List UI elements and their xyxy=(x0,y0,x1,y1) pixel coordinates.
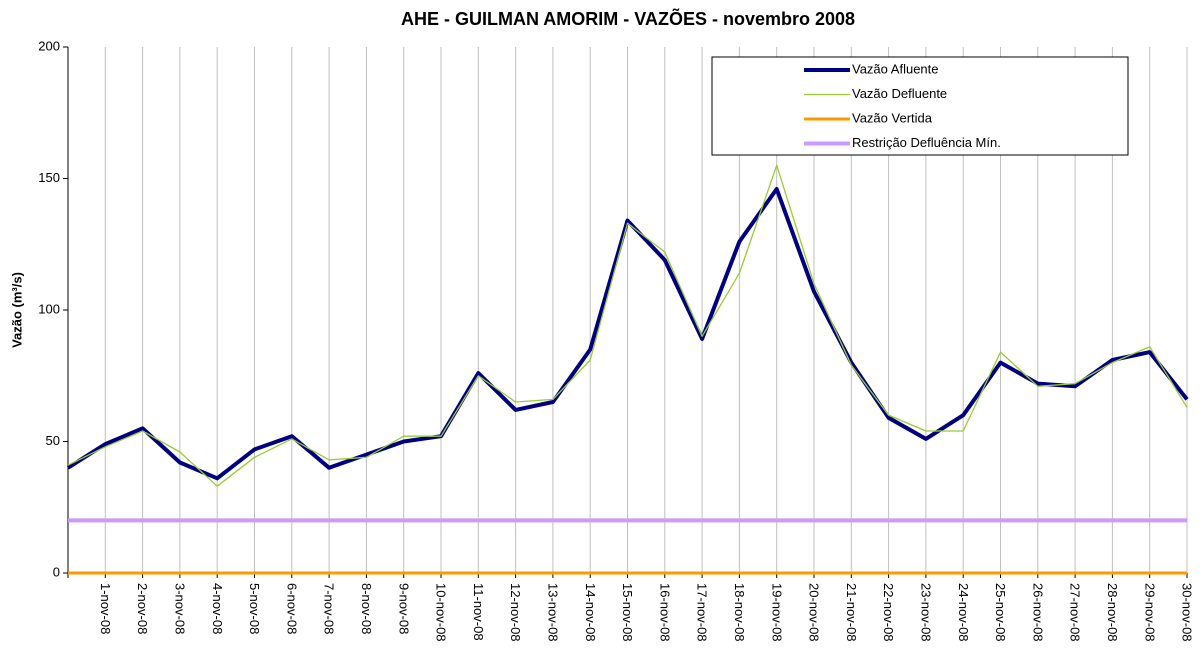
x-tick-label: 4-nov-08 xyxy=(210,583,225,634)
x-tick-label: 2-nov-08 xyxy=(135,583,150,634)
x-tick-label: 15-nov-08 xyxy=(620,583,635,642)
legend-label: Vazão Vertida xyxy=(852,110,933,125)
y-tick-label: 150 xyxy=(38,170,60,185)
x-tick-label: 23-nov-08 xyxy=(918,583,933,642)
x-tick-label: 27-nov-08 xyxy=(1068,583,1083,642)
x-tick-label: 30-nov-08 xyxy=(1180,583,1195,642)
series-line xyxy=(66,187,1189,481)
x-tick-label: 5-nov-08 xyxy=(247,583,262,634)
legend-label: Restrição Defluência Mín. xyxy=(852,135,1001,150)
legend: Vazão Afluente Vazão Defluente Vazão Verti… xyxy=(711,56,1129,156)
x-tick-label: 7-nov-08 xyxy=(322,583,337,634)
x-tick-label: 17-nov-08 xyxy=(695,583,710,642)
y-tick-label: 0 xyxy=(53,564,60,579)
x-tick-label: 1-nov-08 xyxy=(98,583,113,634)
x-tick-label: 28-nov-08 xyxy=(1105,583,1120,642)
x-tick-label: 18-nov-08 xyxy=(732,583,747,642)
y-tick-label: 50 xyxy=(46,433,60,448)
x-tick-label: 11-nov-08 xyxy=(471,583,486,641)
chart-title: AHE - GUILMAN AMORIM - VAZÕES - novembro… xyxy=(401,8,855,29)
x-tick-label: 20-nov-08 xyxy=(807,583,822,642)
x-tick-label: 14-nov-08 xyxy=(583,583,598,642)
x-tick-label: 19-nov-08 xyxy=(769,583,784,642)
legend-box xyxy=(711,56,1129,156)
series-line xyxy=(67,164,1188,487)
x-tick-label: 22-nov-08 xyxy=(881,583,896,642)
x-tick-label: 26-nov-08 xyxy=(1030,583,1045,642)
x-tick-label: 24-nov-08 xyxy=(956,583,971,642)
x-tick-label: 9-nov-08 xyxy=(396,583,411,634)
x-tick-label: 3-nov-08 xyxy=(172,583,187,634)
x-tick-label: 10-nov-08 xyxy=(434,583,449,642)
y-axis-label: Vazão (m³/s) xyxy=(9,272,24,348)
x-tick-label: 12-nov-08 xyxy=(508,583,523,642)
x-tick-label: 29-nov-08 xyxy=(1142,583,1157,642)
x-tick-label: 21-nov-08 xyxy=(844,583,859,642)
legend-label: Vazão Defluente xyxy=(852,86,947,101)
x-tick-label: 8-nov-08 xyxy=(359,583,374,634)
x-tick-label: 13-nov-08 xyxy=(545,583,560,642)
x-tick-label: 16-nov-08 xyxy=(657,583,672,642)
x-tick-label: 25-nov-08 xyxy=(993,583,1008,642)
legend-label: Vazão Afluente xyxy=(852,61,939,76)
x-tick-label: 6-nov-08 xyxy=(284,583,299,634)
y-tick-label: 100 xyxy=(38,301,60,316)
y-tick-label: 200 xyxy=(38,38,60,53)
